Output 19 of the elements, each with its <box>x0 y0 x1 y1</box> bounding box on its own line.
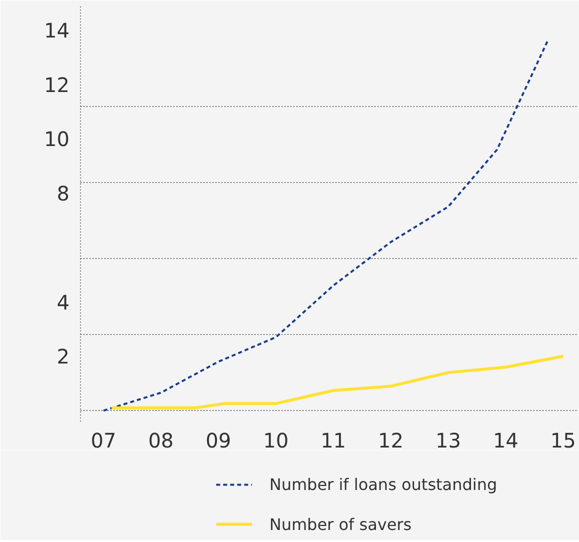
x-tick-label: 09 <box>206 428 232 452</box>
y-tick-label: 2 <box>56 344 70 369</box>
y-tick-label: 10 <box>44 127 70 152</box>
legend-label: Number if loans outstanding <box>269 475 498 494</box>
y-tick-label: 14 <box>44 18 70 42</box>
x-tick-label: 08 <box>148 428 174 452</box>
y-tick-label: 12 <box>44 72 70 97</box>
line-series <box>102 40 549 412</box>
x-tick-label: 12 <box>378 428 404 452</box>
x-tick-label: 11 <box>320 428 346 452</box>
x-tick-label: 14 <box>492 428 518 452</box>
y-tick-label: 4 <box>56 290 70 314</box>
x-tick-label: 15 <box>550 428 576 452</box>
line-series <box>110 354 565 410</box>
y-tick-label: 8 <box>56 182 70 206</box>
x-tick-label: 13 <box>436 428 461 452</box>
legend-label: Number of savers <box>269 514 412 534</box>
x-tick-label: 07 <box>90 428 116 452</box>
x-tick-label: 10 <box>263 428 289 452</box>
